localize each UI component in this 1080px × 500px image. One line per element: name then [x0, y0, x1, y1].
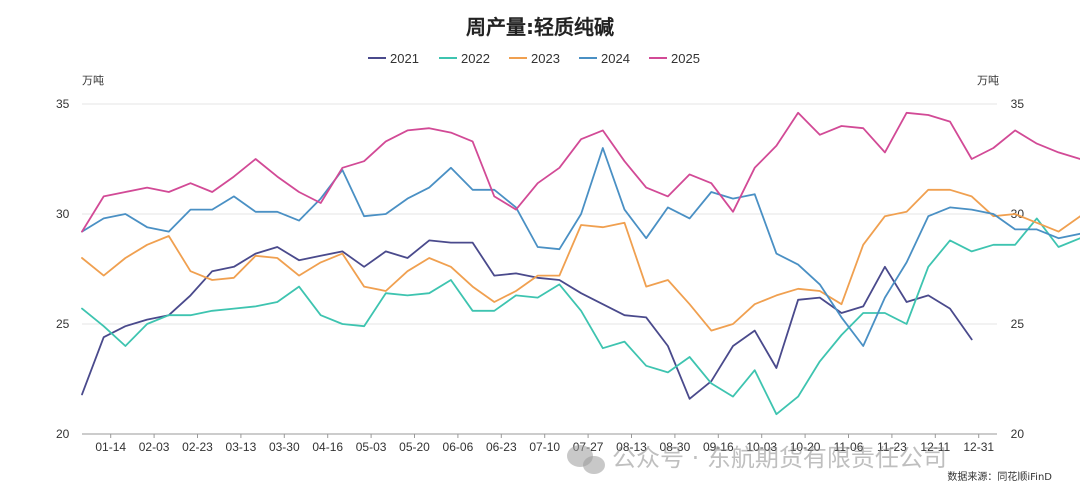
legend-label: 2023	[531, 51, 560, 66]
legend-label: 2021	[390, 51, 419, 66]
x-tick-label: 02-23	[182, 440, 213, 454]
legend-label: 2022	[461, 51, 490, 66]
x-tick-label: 01-14	[95, 440, 126, 454]
plot-area	[81, 111, 1080, 416]
y-tick-label-left: 20	[56, 427, 70, 441]
watermark-text: 公众号 · 东航期货有限责任公司	[612, 444, 947, 472]
series-line-2021	[81, 239, 973, 400]
x-tick-label: 05-03	[356, 440, 387, 454]
legend-item-2021[interactable]: 2021	[368, 51, 419, 66]
chart-title: 周产量:轻质纯碱	[466, 15, 614, 39]
x-tick-label: 07-10	[529, 440, 560, 454]
legend-label: 2024	[601, 51, 630, 66]
y-tick-label-left: 25	[56, 317, 70, 331]
y-tick-label-right: 20	[1011, 427, 1025, 441]
x-tick-label: 12-31	[963, 440, 994, 454]
legend[interactable]: 2021 2022 2023 2024 2025	[368, 51, 700, 66]
legend-item-2022[interactable]: 2022	[439, 51, 490, 66]
x-tick-label: 11-06	[834, 440, 864, 454]
y-tick-label-left: 35	[56, 97, 70, 111]
x-tick-label: 03-30	[269, 440, 300, 454]
series-line-2024	[81, 147, 1080, 347]
x-tick-label: 10-20	[790, 440, 821, 454]
legend-label: 2025	[671, 51, 700, 66]
y-axis-unit-right: 万吨	[977, 74, 999, 87]
y-tick-label-right: 25	[1011, 317, 1025, 331]
x-tick-label: 06-23	[486, 440, 517, 454]
series-line-2023	[81, 188, 1080, 332]
legend-item-2025[interactable]: 2025	[649, 51, 700, 66]
y-axis-unit-left: 万吨	[82, 74, 104, 87]
x-tick-label: 04-16	[312, 440, 343, 454]
wechat-icon	[567, 445, 605, 474]
x-tick-label: 11-23	[877, 440, 907, 454]
legend-item-2023[interactable]: 2023	[509, 51, 560, 66]
x-tick-label: 06-06	[443, 440, 474, 454]
y-tick-label-right: 35	[1011, 97, 1025, 111]
y-tick-label-left: 30	[56, 207, 70, 221]
x-tick-label: 12-11	[920, 440, 950, 454]
x-tick-label: 08-30	[660, 440, 691, 454]
watermark: 公众号 · 东航期货有限责任公司	[567, 444, 947, 474]
data-source: 数据来源：同花顺iFinD	[947, 470, 1052, 483]
x-tick-label: 10-03	[746, 440, 777, 454]
legend-item-2024[interactable]: 2024	[579, 51, 630, 66]
series-line-2022	[81, 217, 1080, 416]
x-tick-label: 08-13	[616, 440, 647, 454]
x-tick-label: 03-13	[226, 440, 257, 454]
x-tick-label: 09-16	[703, 440, 734, 454]
x-tick-label: 02-03	[139, 440, 170, 454]
x-axis: 01-14 02-03 02-23 03-13 03-30 04-16 05-03 05-20…	[82, 433, 997, 454]
x-tick-label: 05-20	[399, 440, 430, 454]
series-line-2025	[81, 111, 1080, 233]
